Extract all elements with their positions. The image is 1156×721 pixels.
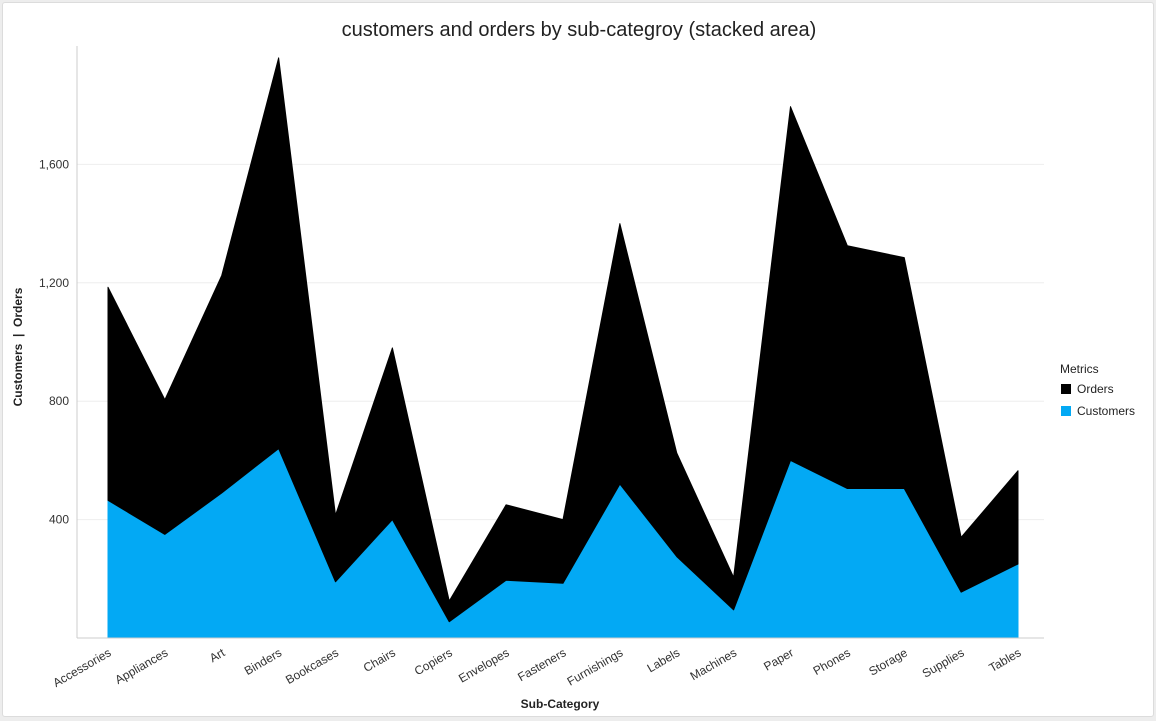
x-tick-label: Supplies — [920, 645, 967, 680]
legend-label: Customers — [1077, 404, 1135, 418]
legend-swatch — [1061, 384, 1071, 394]
area-series-orders — [107, 57, 1019, 623]
x-tick-label: Machines — [688, 645, 739, 683]
area-series — [107, 57, 1019, 639]
legend-swatch — [1061, 406, 1071, 416]
x-tick-label: Chairs — [361, 645, 398, 674]
y-tick-label: 1,200 — [39, 276, 69, 290]
x-tick-label: Paper — [761, 645, 796, 673]
y-axis-ticks: 400 800 1,200 1,600 — [39, 157, 69, 526]
x-tick-label: Storage — [866, 645, 910, 678]
y-axis-title: Customers | Orders — [11, 287, 25, 406]
x-tick-label: Furnishings — [565, 645, 626, 688]
x-tick-label: Envelopes — [456, 645, 512, 685]
axes — [76, 46, 1044, 639]
y-tick-label: 400 — [49, 513, 69, 527]
x-tick-label: Bookcases — [283, 645, 341, 686]
x-tick-label: Binders — [242, 645, 284, 677]
x-tick-label: Phones — [811, 645, 853, 677]
chart-title: customers and orders by sub-categroy (st… — [342, 19, 817, 41]
y-tick-label: 1,600 — [39, 157, 69, 171]
legend-title: Metrics — [1060, 362, 1099, 376]
x-tick-label: Labels — [645, 645, 683, 675]
x-tick-label: Tables — [986, 645, 1023, 674]
x-tick-label: Fasteners — [515, 645, 568, 684]
x-tick-label: Art — [207, 645, 228, 665]
x-axis-ticks: Accessories Appliances Art Binders Bookcases… — [50, 645, 1023, 690]
x-tick-label: Appliances — [113, 645, 171, 686]
stacked-area-chart: customers and orders by sub-categroy (st… — [11, 19, 1135, 711]
legend-label: Orders — [1077, 382, 1114, 396]
y-tick-label: 800 — [49, 394, 69, 408]
x-tick-label: Accessories — [50, 645, 113, 689]
x-axis-title: Sub-Category — [521, 697, 600, 711]
x-tick-label: Copiers — [412, 645, 455, 678]
legend: Metrics Orders Customers — [1060, 362, 1135, 418]
